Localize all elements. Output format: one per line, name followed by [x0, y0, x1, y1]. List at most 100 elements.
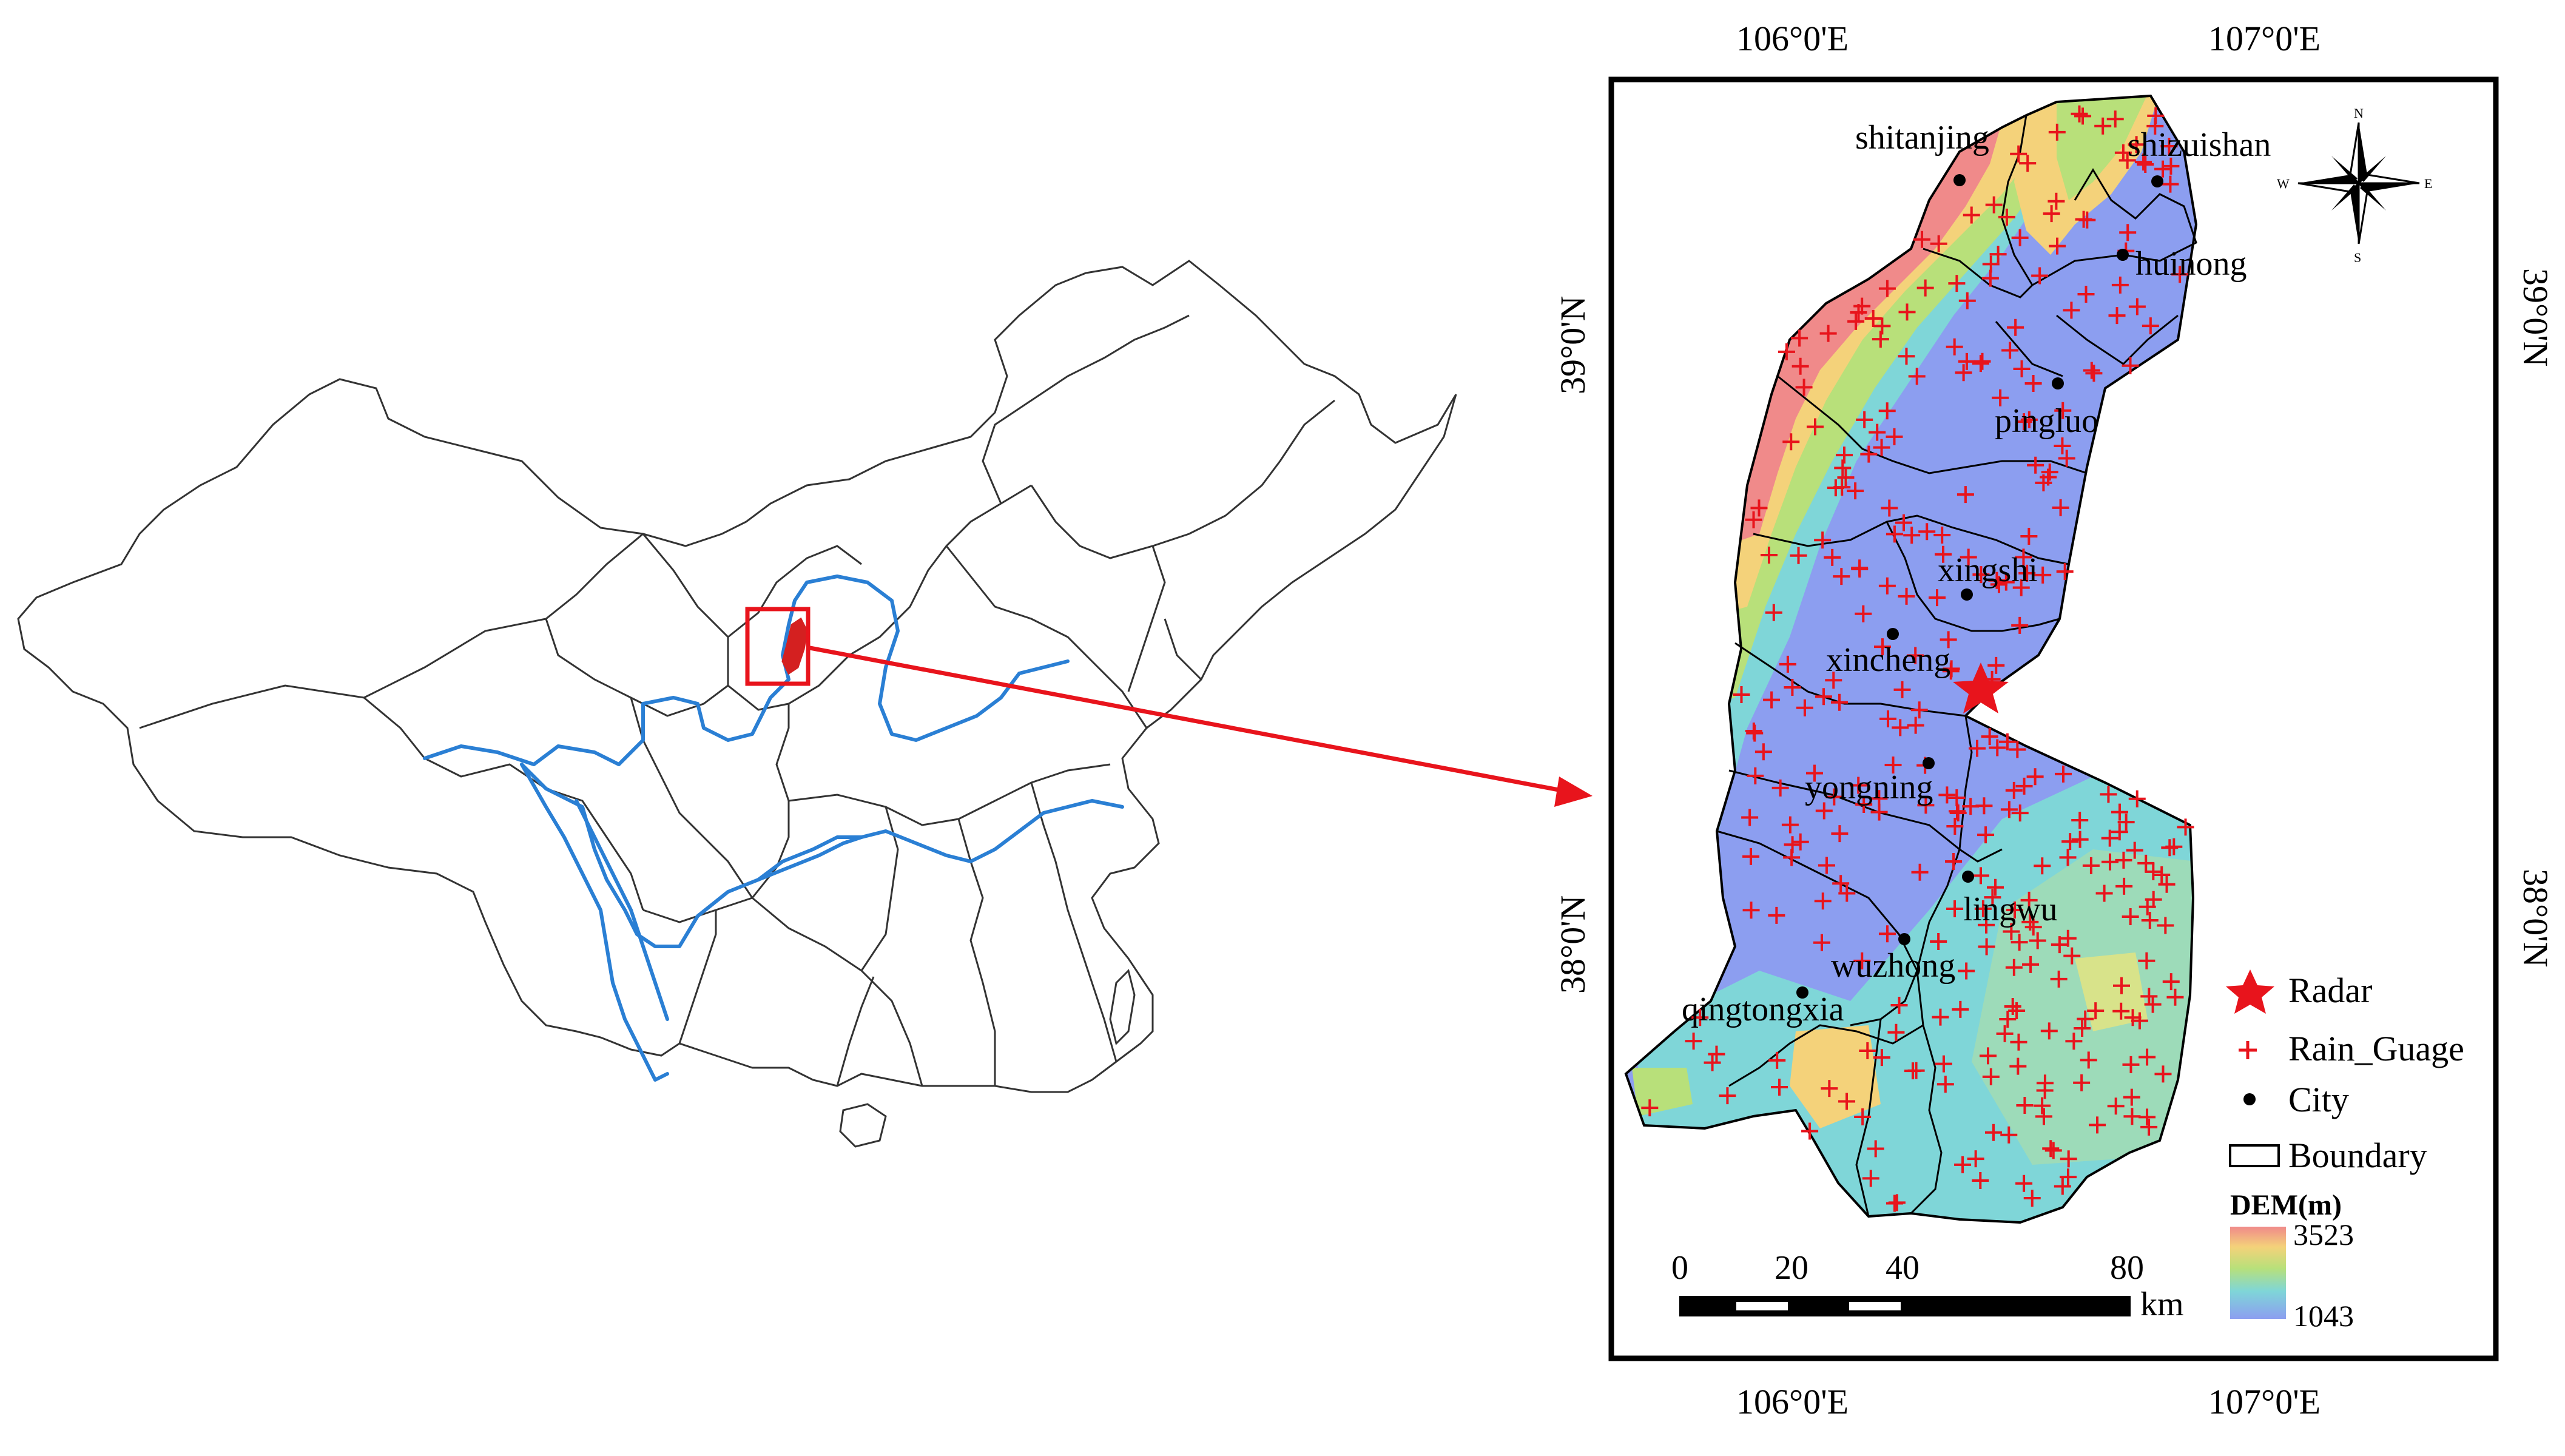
rain-gauge-marker [1796, 699, 1813, 716]
rain-gauge-marker [2106, 110, 2124, 128]
rain-gauge-marker [2008, 1002, 2026, 1019]
rain-gauge-marker [1918, 523, 1936, 541]
rain-gauge-marker [1963, 206, 1980, 224]
rain-gauge-marker [1886, 428, 1903, 445]
lon-label-bottom-107: 107°0'E [2208, 1382, 2321, 1421]
rain-gauge-marker [2004, 998, 2021, 1016]
rain-gauge-marker [2018, 564, 2036, 582]
legend-dem-title: DEM(m) [2230, 1189, 2342, 1221]
legend-radar-label: Radar [2288, 971, 2373, 1010]
rain-gauge-marker [2123, 1088, 2140, 1106]
city-point [1923, 757, 1935, 769]
rain-gauge-marker [1978, 938, 1995, 956]
city-label-wuzhong: wuzhong [1831, 947, 1955, 985]
rain-gauge-marker [1907, 716, 1924, 734]
inset-map: shitanjing shizuishan huinong pingluo xi… [1608, 76, 2499, 1361]
rain-gauge-marker [2036, 1082, 2054, 1099]
rain-gauge-marker [2059, 929, 2077, 947]
rain-gauge-marker [1890, 997, 1908, 1014]
rain-gauge-marker [1708, 1045, 1725, 1063]
city-label-shizuishan: shizuishan [2128, 126, 2271, 164]
rain-gauge-marker [1996, 1025, 2014, 1042]
rain-gauge-marker [1910, 701, 1928, 719]
rain-gauge-marker [2060, 1150, 2077, 1168]
rain-gauge-marker [1818, 857, 1835, 874]
rain-gauge-marker [2073, 1074, 2091, 1091]
rain-gauge-marker [2142, 317, 2159, 335]
rain-gauge-marker [1955, 364, 1972, 382]
rain-gauge-marker [1790, 547, 1807, 564]
city-labels: shitanjing shizuishan huinong pingluo xi… [1682, 119, 2271, 1028]
rain-gauge-marker [2003, 923, 2020, 940]
internal-boundary [678, 910, 717, 1044]
rain-gauge-marker [1784, 836, 1801, 854]
internal-boundary [788, 763, 1111, 826]
rain-gauge-marker [1886, 1195, 1903, 1212]
study-area-overview [781, 617, 808, 675]
internal-boundary [1164, 618, 1202, 681]
rain-gauge-marker [2001, 342, 2019, 359]
rain-gauge-marker [2024, 375, 2042, 393]
city-label-pingluo: pingluo [1995, 402, 2098, 440]
rain-gauge-marker [2015, 777, 2033, 795]
rain-gauge-marker [2071, 812, 2089, 829]
rain-gauge-marker [1982, 1068, 2000, 1085]
internal-boundary [1030, 399, 1335, 559]
rain-gauge-marker [1856, 411, 1873, 428]
rain-gauge-marker [2011, 616, 2029, 634]
rain-gauge-marker [2171, 266, 2189, 283]
hainan-island [839, 1103, 887, 1148]
rain-gauge-marker [2154, 160, 2172, 178]
rain-gauge-marker [2000, 801, 2018, 818]
rain-gauge-marker [1930, 235, 1947, 252]
rain-gauge-marker [2034, 566, 2052, 584]
rain-gauge-marker [2059, 849, 2077, 866]
rain-gauge-marker [1972, 566, 1990, 584]
rain-gauge-marker [1781, 816, 1799, 834]
rain-gauge-marker [2059, 1168, 2077, 1186]
city-point [2117, 249, 2129, 261]
rain-gauge-marker [2126, 841, 2143, 859]
rain-gauge-marker [1873, 1049, 1890, 1067]
rain-gauge-marker [1946, 817, 1964, 835]
rain-gauge-marker [1903, 527, 1921, 544]
rain-gauge-marker [2050, 970, 2068, 988]
scale-tick-80: 80 [2110, 1249, 2144, 1287]
rain-gauge-marker [1813, 934, 1830, 951]
rain-gauge-marker [1898, 303, 1916, 321]
rain-gauge-marker [1962, 798, 1980, 815]
rain-gauge-marker [1831, 825, 1849, 843]
rain-gauge-marker [2010, 1033, 2027, 1051]
rain-gauge-marker [1873, 439, 1890, 456]
internal-boundary [642, 704, 790, 923]
rain-gauge-marker [1974, 900, 1992, 917]
compass-n: N [2354, 106, 2364, 121]
rain-gauge-marker [1988, 571, 2006, 589]
rain-gauge-marker [1977, 826, 1995, 844]
rain-gauge-marker [2122, 357, 2139, 374]
rain-gauge-marker [1940, 631, 1957, 649]
rain-gauge-marker [2074, 1020, 2091, 1037]
rain-gauge-marker [2158, 875, 2176, 893]
rain-gauge-marker [2080, 1051, 2097, 1069]
rain-gauge-marker [1741, 809, 1759, 826]
rain-gauge-marker [2065, 1033, 2083, 1050]
rain-gauge-marker [2089, 1116, 2106, 1134]
rain-gauge-marker [1990, 576, 2007, 593]
rain-gauge-marker [2108, 307, 2126, 325]
rain-gauge-marker [1907, 647, 1924, 664]
yellow-river [641, 575, 1070, 742]
city-point [1898, 933, 1910, 945]
rain-gauge-marker [2015, 548, 2032, 566]
rain-gauge-marker [2063, 947, 2081, 965]
rain-gauge-marker [2118, 152, 2136, 169]
rain-gauge-marker [1784, 679, 1801, 696]
rain-gauge-marker [2016, 1097, 2034, 1114]
rain-gauge-marker [2087, 1002, 2105, 1020]
rain-gauge-marker [2027, 456, 2044, 474]
rain-gauge-marker [2111, 803, 2128, 821]
lat-label-left-39: 39°0'N [1553, 295, 1593, 394]
city-point [1953, 174, 1966, 186]
rain-gauge-marker [1978, 916, 1995, 934]
internal-boundary [139, 533, 644, 729]
